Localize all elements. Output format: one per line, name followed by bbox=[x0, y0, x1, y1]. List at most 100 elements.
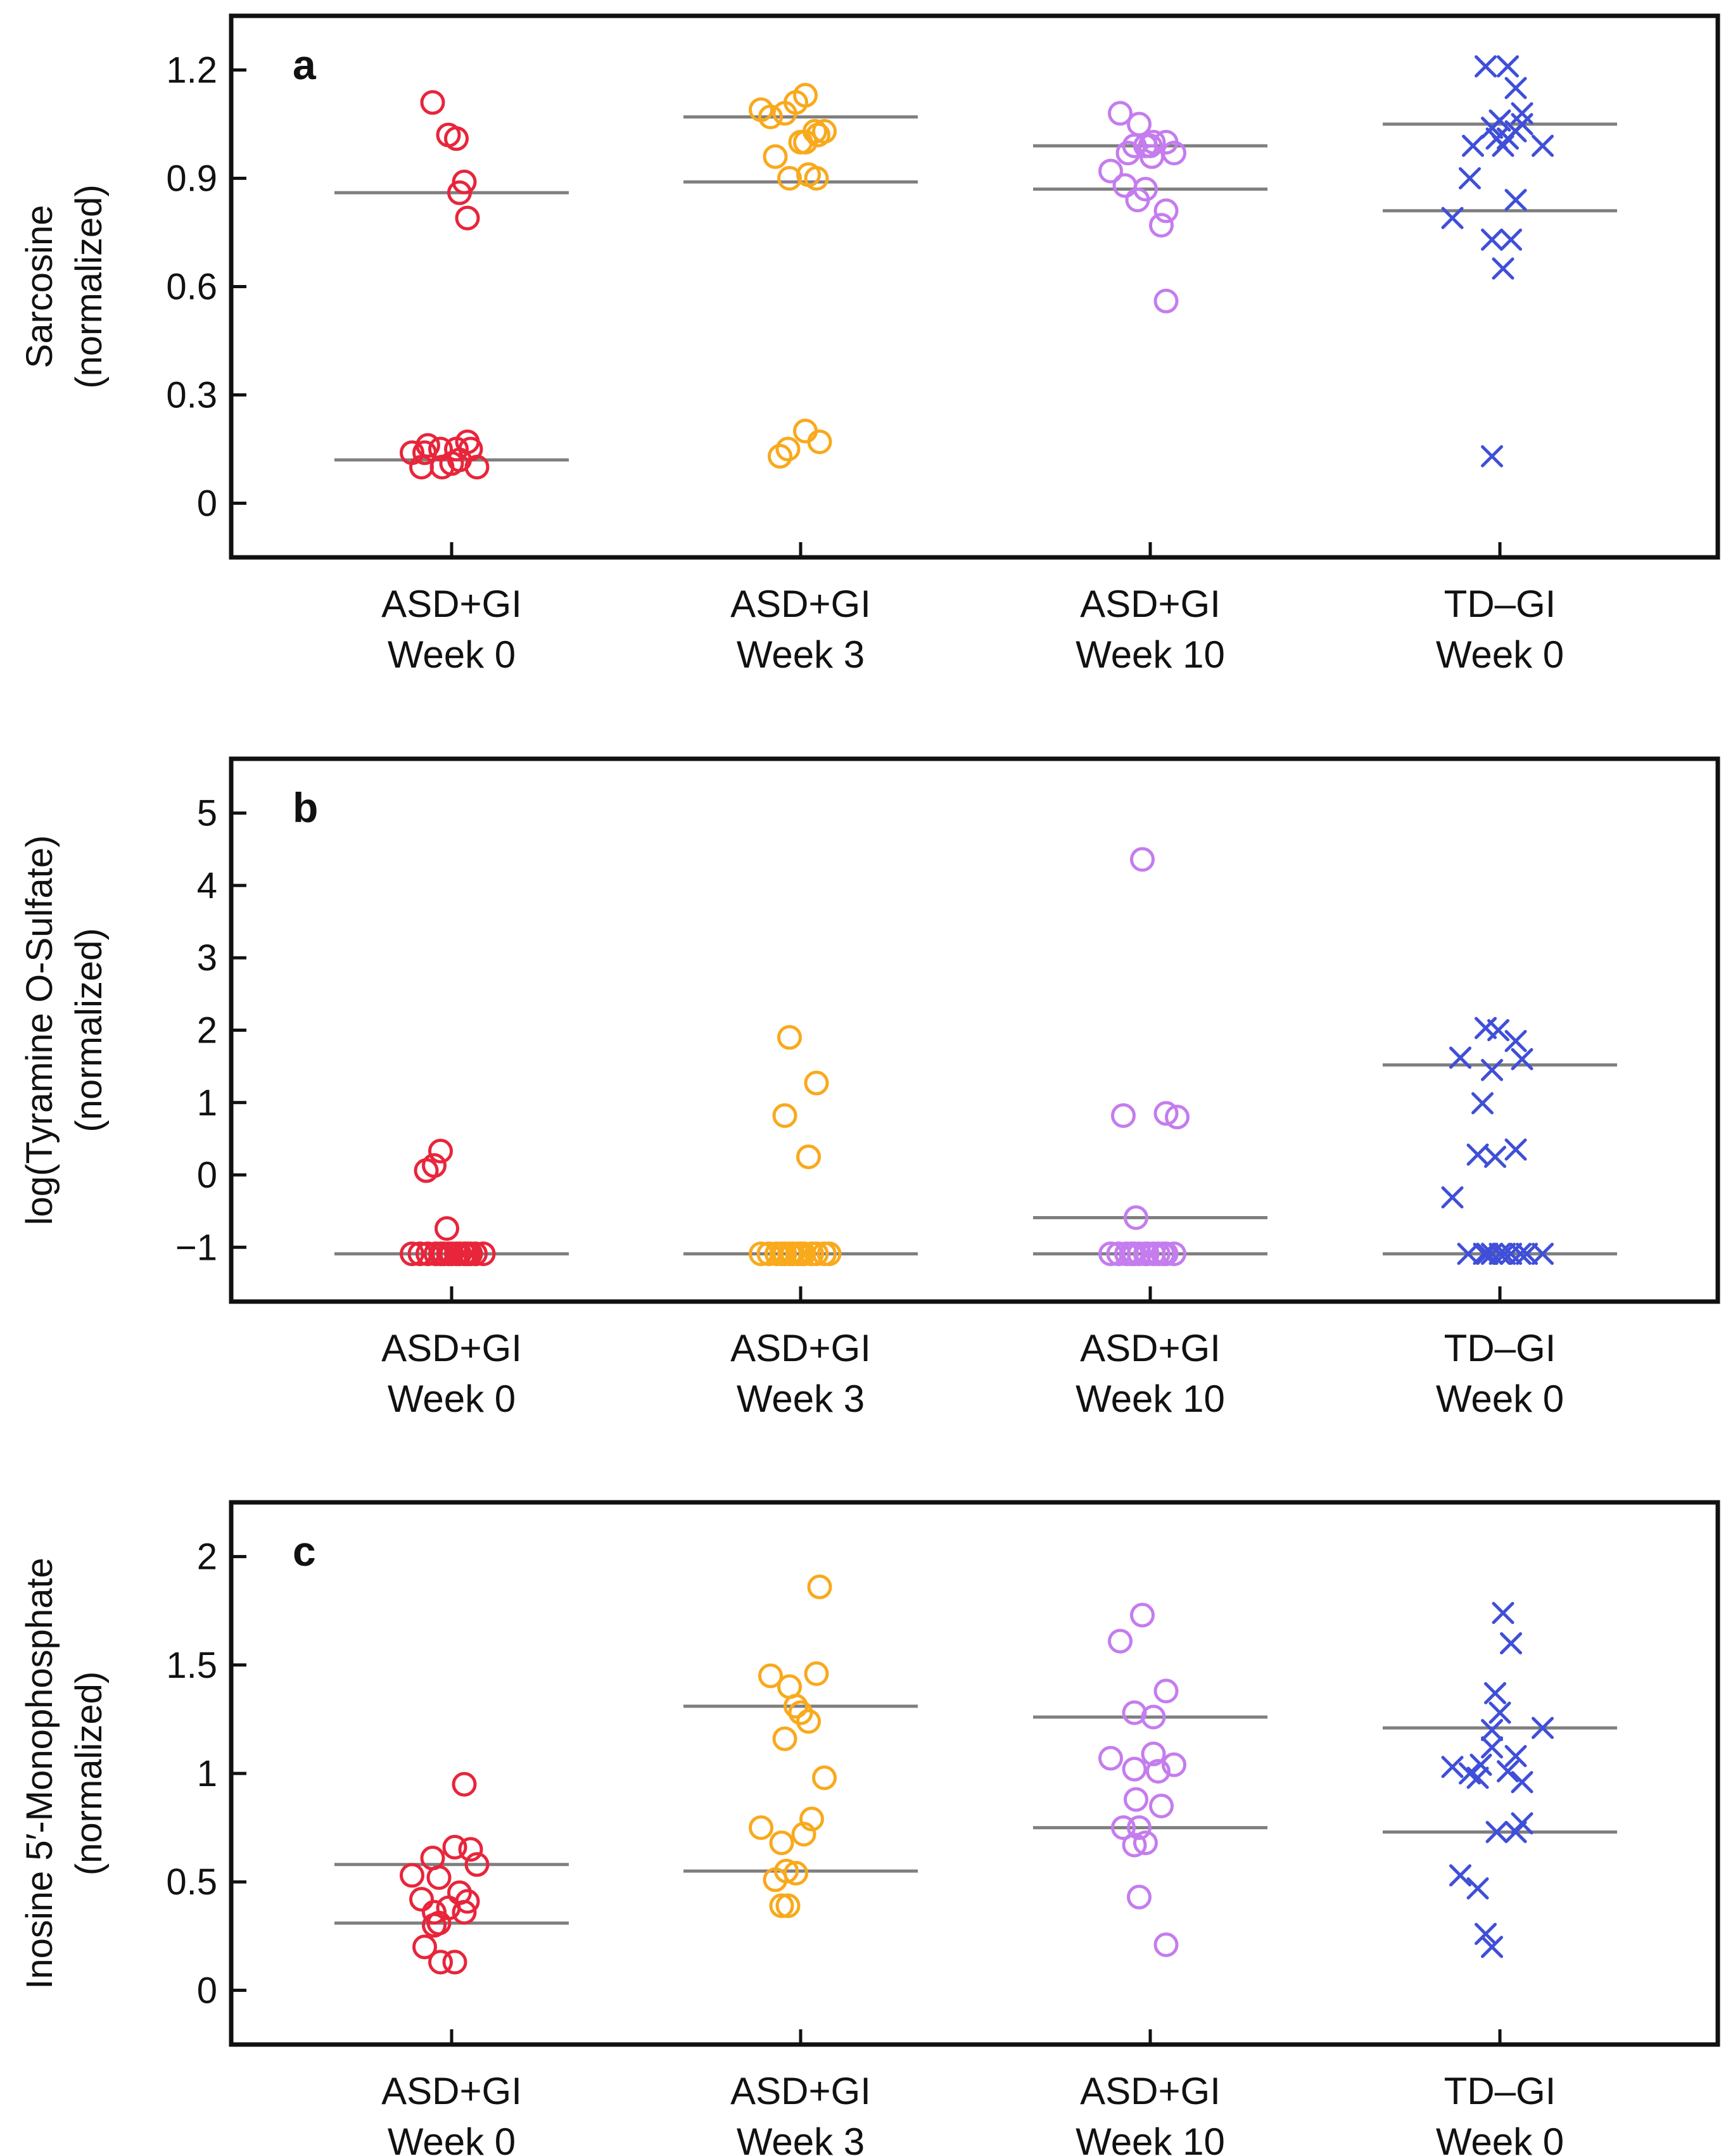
data-point bbox=[807, 1575, 832, 1600]
data-point-x bbox=[1492, 134, 1514, 157]
data-point bbox=[775, 436, 801, 462]
y-axis-label-line: Inosine 5′-Monophosphate bbox=[19, 1557, 60, 1989]
data-point-x bbox=[1492, 257, 1514, 280]
data-point-x bbox=[1481, 228, 1503, 251]
data-point bbox=[796, 1144, 821, 1169]
data-point bbox=[400, 1241, 424, 1267]
data-point bbox=[1127, 1815, 1152, 1841]
x-category-label-line1: TD–GI bbox=[1444, 2070, 1556, 2112]
data-point-x bbox=[1489, 1701, 1511, 1724]
data-point bbox=[1162, 1241, 1186, 1267]
data-point-x bbox=[1471, 1092, 1494, 1115]
data-point bbox=[812, 1765, 837, 1791]
data-point bbox=[1149, 213, 1174, 238]
data-point-x bbox=[1511, 1048, 1533, 1070]
data-point-x bbox=[1473, 1243, 1495, 1265]
data-point bbox=[452, 1772, 477, 1797]
data-point bbox=[1124, 1205, 1148, 1230]
data-point bbox=[796, 1709, 821, 1734]
data-point bbox=[1122, 1832, 1147, 1858]
data-point bbox=[769, 1830, 794, 1856]
series-4 bbox=[1383, 55, 1617, 467]
data-point-x bbox=[1504, 1138, 1527, 1161]
data-point-x bbox=[1500, 228, 1522, 251]
data-point bbox=[812, 118, 837, 144]
panel-a: 0 0.3 0.6 0.9 1.2 Sarcosine (normalized) a ASD+G… bbox=[19, 13, 1720, 676]
x-category-label-line1: TD–GI bbox=[1444, 1327, 1556, 1369]
data-point bbox=[793, 82, 818, 108]
data-point bbox=[777, 166, 802, 191]
data-point bbox=[1146, 1759, 1171, 1784]
series-4 bbox=[1383, 1017, 1617, 1265]
data-point-x bbox=[1489, 109, 1511, 132]
data-point bbox=[435, 1216, 459, 1241]
data-point bbox=[803, 118, 827, 144]
data-point-x bbox=[1532, 134, 1554, 157]
data-point-x bbox=[1459, 167, 1481, 189]
data-point bbox=[1153, 1101, 1179, 1126]
y-tick-label: 1.2 bbox=[166, 50, 217, 91]
data-point-x bbox=[1497, 55, 1519, 78]
y-tick-label: 0.6 bbox=[166, 267, 217, 308]
y-axis-label: Inosine 5′-Monophosphate (normalized) bbox=[19, 1557, 110, 1989]
data-point bbox=[447, 180, 472, 205]
panel-c: 0 0.5 1 1.5 2 Inosine 5′-Monophosphate (normal… bbox=[19, 1500, 1720, 2156]
data-point-x bbox=[1500, 1243, 1522, 1265]
x-category-label-line1: ASD+GI bbox=[730, 583, 871, 625]
data-point bbox=[775, 1893, 801, 1918]
x-category-label-line1: TD–GI bbox=[1444, 583, 1556, 625]
data-point-x bbox=[1511, 1771, 1533, 1794]
data-point bbox=[777, 1025, 802, 1050]
data-point-x bbox=[1462, 134, 1484, 157]
data-point bbox=[1098, 1746, 1123, 1771]
data-point-x bbox=[1484, 1682, 1506, 1704]
data-point-x bbox=[1494, 1243, 1516, 1265]
data-point bbox=[428, 1138, 453, 1164]
data-point bbox=[452, 1899, 477, 1925]
data-point bbox=[772, 1726, 797, 1751]
data-point-x bbox=[1481, 1058, 1503, 1081]
data-point bbox=[420, 90, 445, 115]
data-point-x bbox=[1500, 1632, 1522, 1655]
data-point bbox=[1141, 1704, 1166, 1730]
panel-b: −1 0 1 2 3 4 5 log(Tyramine O-Sulfate) (normaliz… bbox=[19, 756, 1720, 1420]
data-point bbox=[452, 169, 477, 194]
x-category-label-line2: Week 0 bbox=[1436, 1378, 1564, 1420]
data-point bbox=[1133, 1830, 1158, 1856]
data-point-x bbox=[1441, 1756, 1464, 1779]
data-point-x bbox=[1497, 1760, 1519, 1783]
x-category-label-line2: Week 3 bbox=[737, 2121, 865, 2156]
data-point bbox=[774, 1858, 799, 1884]
y-axis-label-line: log(Tyramine O-Sulfate) bbox=[19, 835, 60, 1226]
y-tick-label: 3 bbox=[197, 937, 217, 979]
x-category-label-line2: Week 0 bbox=[1436, 633, 1564, 676]
x-category-label-line1: ASD+GI bbox=[730, 2070, 871, 2112]
x-category-label-line1: ASD+GI bbox=[1080, 583, 1221, 625]
data-point bbox=[1153, 288, 1179, 314]
data-point bbox=[1149, 1793, 1174, 1818]
data-point bbox=[442, 1950, 467, 1975]
data-point bbox=[400, 1863, 424, 1888]
data-point bbox=[784, 1861, 808, 1886]
data-point bbox=[463, 1241, 488, 1267]
series-2 bbox=[683, 82, 918, 469]
data-point bbox=[1127, 1884, 1152, 1910]
y-axis-label: Sarcosine (normalized) bbox=[19, 184, 110, 388]
data-point bbox=[1138, 133, 1163, 158]
data-point-x bbox=[1511, 1812, 1533, 1835]
y-tick-label: 0.3 bbox=[166, 375, 217, 416]
data-point-x bbox=[1492, 1602, 1514, 1625]
data-point-x bbox=[1485, 1820, 1508, 1843]
data-point bbox=[409, 1887, 434, 1912]
x-category-label-line2: Week 3 bbox=[737, 633, 865, 676]
x-category-label-line2: Week 10 bbox=[1076, 2121, 1225, 2156]
data-point bbox=[1141, 130, 1166, 155]
data-point-x bbox=[1481, 1736, 1503, 1759]
data-point bbox=[1165, 1105, 1190, 1130]
data-point bbox=[784, 1694, 808, 1719]
data-point-x bbox=[1532, 1716, 1554, 1739]
data-point bbox=[458, 1837, 483, 1862]
y-tick-label: 1.5 bbox=[166, 1645, 217, 1686]
data-point-x bbox=[1504, 1820, 1527, 1843]
data-point bbox=[464, 1852, 490, 1877]
